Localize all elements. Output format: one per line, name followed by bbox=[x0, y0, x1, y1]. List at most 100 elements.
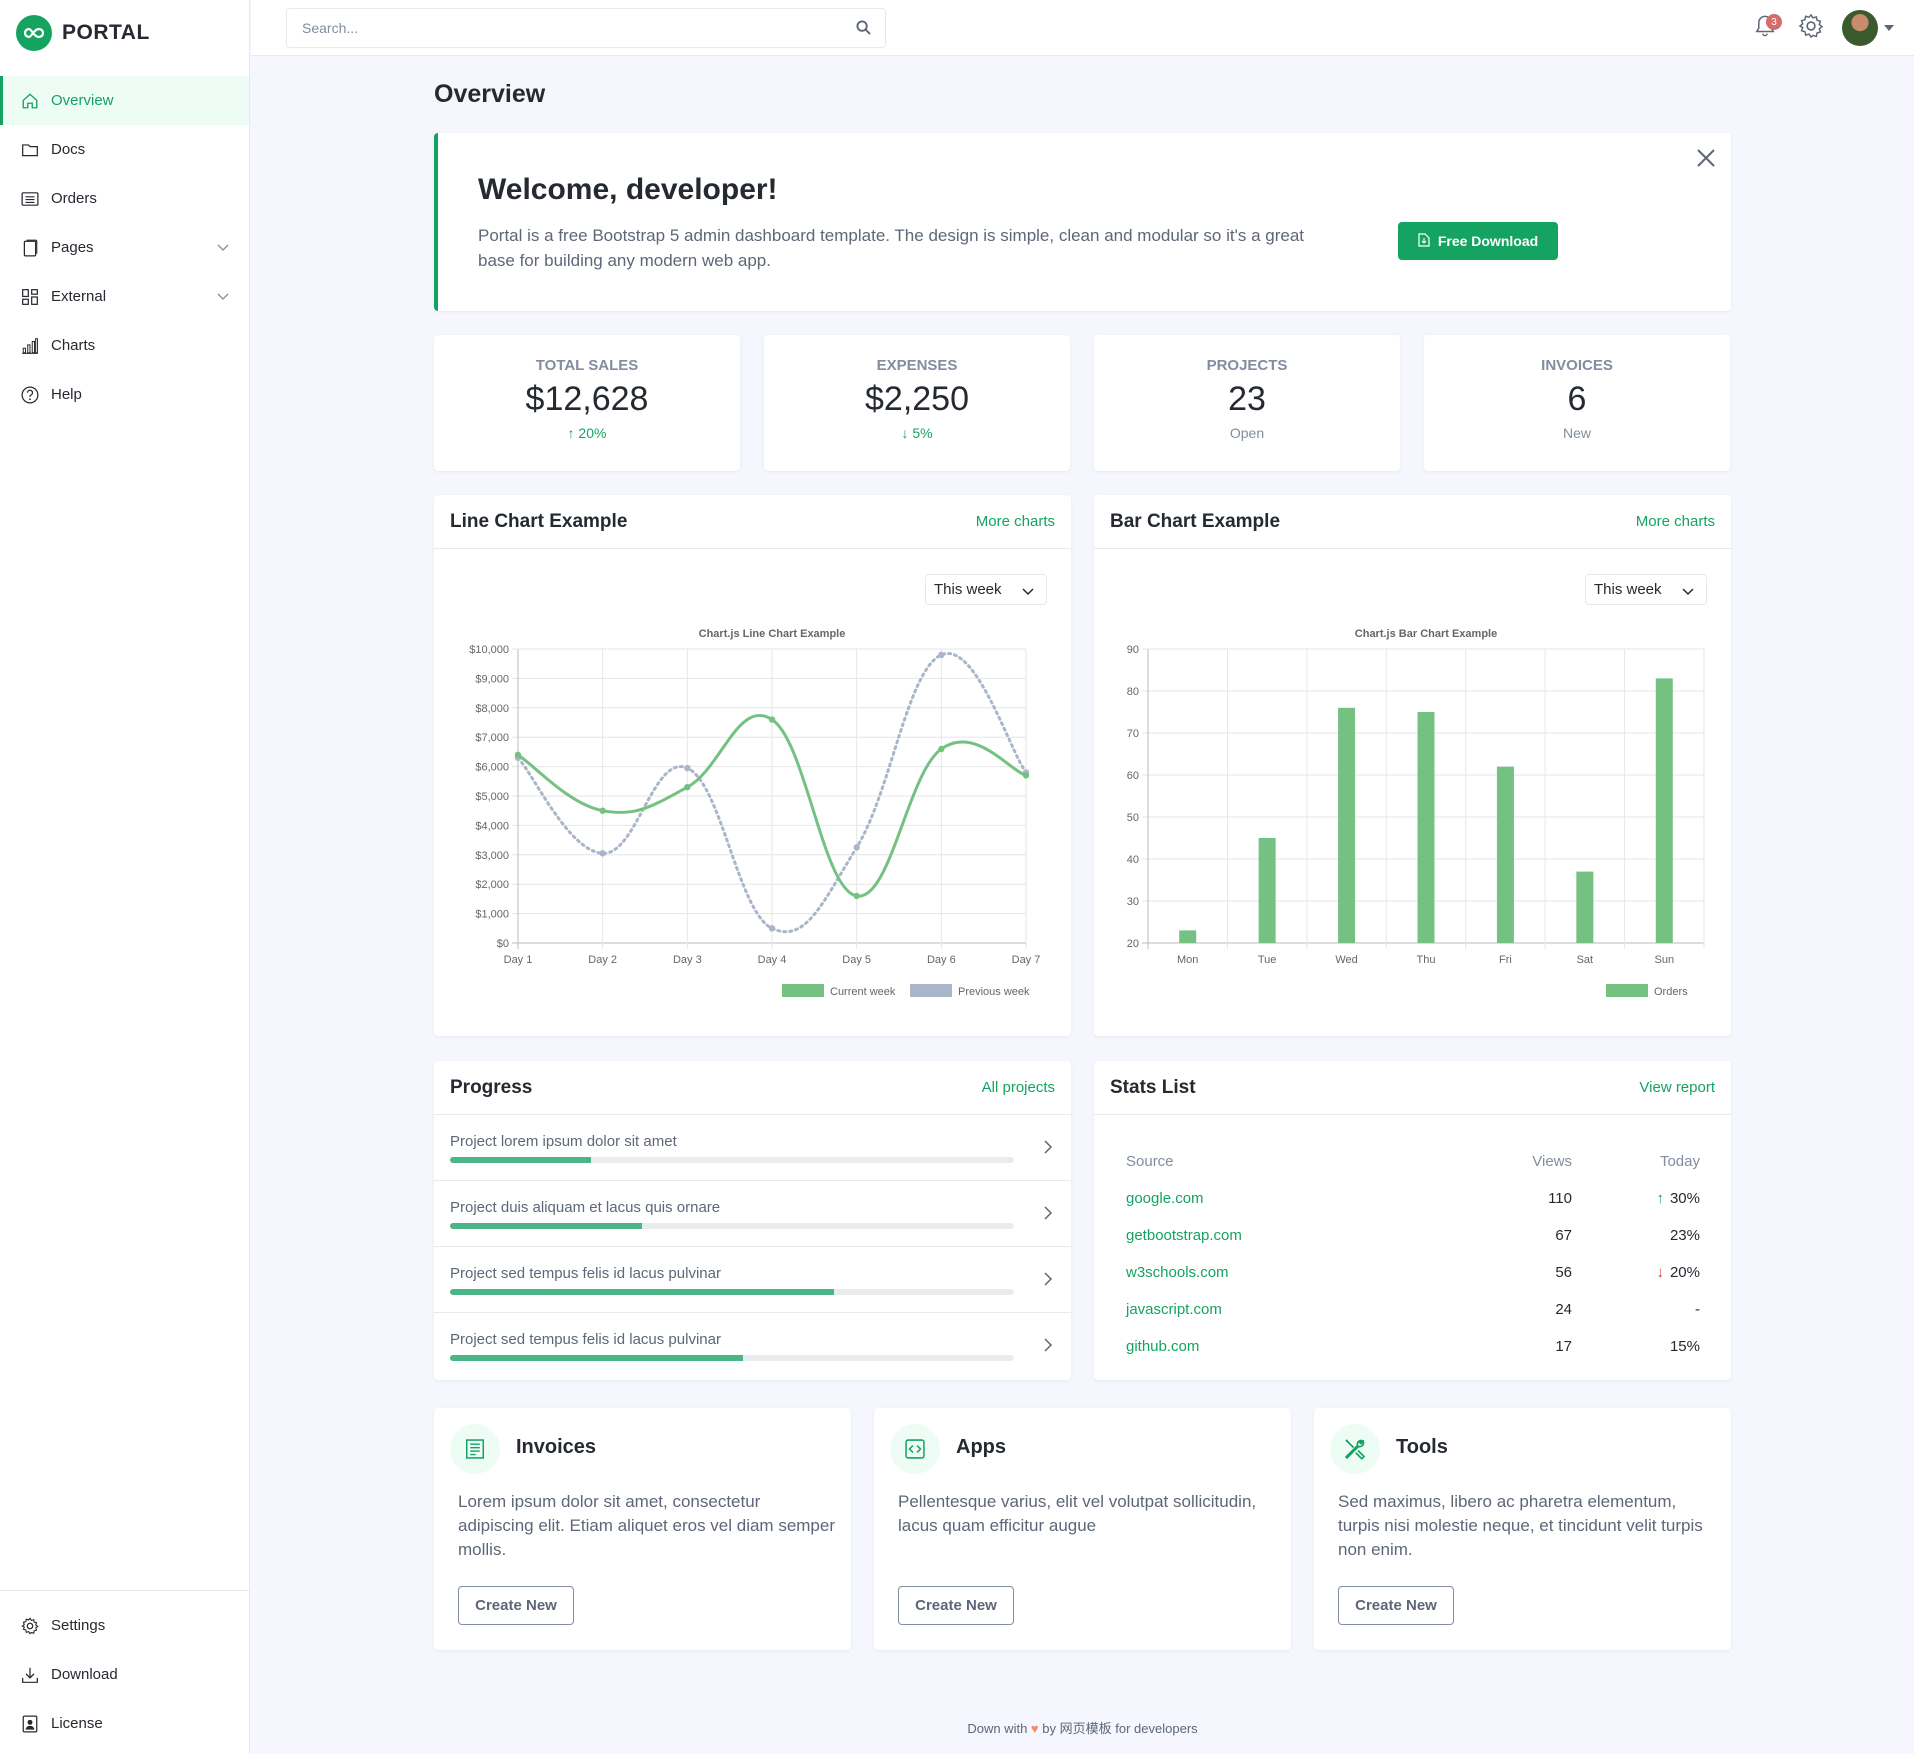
search-input[interactable]: Search... bbox=[286, 8, 886, 48]
progress-item[interactable]: Project duis aliquam et lacus quis ornar… bbox=[434, 1181, 1071, 1247]
stat-sub: Open bbox=[1229, 425, 1265, 441]
list-icon bbox=[20, 189, 40, 209]
today-cell: ↓ 20% bbox=[1572, 1264, 1700, 1281]
create-new-button[interactable]: Create New bbox=[1338, 1586, 1454, 1625]
progress-bar bbox=[450, 1223, 1014, 1229]
today-value: 20% bbox=[1669, 1264, 1700, 1281]
progress-item[interactable]: Project lorem ipsum dolor sit amet bbox=[434, 1115, 1071, 1181]
stat-label: Expenses bbox=[876, 357, 958, 374]
progress-item[interactable]: Project sed tempus felis id lacus pulvin… bbox=[434, 1247, 1071, 1313]
more-charts-link[interactable]: More charts bbox=[975, 513, 1055, 530]
settings-button[interactable] bbox=[1798, 13, 1824, 44]
x-tick-label: Mon bbox=[1177, 954, 1198, 966]
more-charts-link[interactable]: More charts bbox=[1635, 513, 1715, 530]
bar bbox=[1655, 678, 1673, 943]
stat-card-invoices[interactable]: Invoices 6 New bbox=[1424, 335, 1730, 471]
notifications-button[interactable]: 3 bbox=[1750, 10, 1782, 46]
card-title: Stats List bbox=[1110, 1076, 1196, 1098]
card-header: Bar Chart Example More charts bbox=[1094, 495, 1731, 549]
page-title: Overview bbox=[434, 80, 546, 108]
caret-down-icon[interactable] bbox=[1884, 19, 1894, 37]
brand[interactable]: PORTAL bbox=[0, 0, 249, 66]
stat-card-expenses[interactable]: Expenses $2,250 ↓ 5% bbox=[764, 335, 1070, 471]
search-icon[interactable] bbox=[856, 20, 871, 38]
avatar[interactable] bbox=[1842, 10, 1878, 46]
sidebar-item-docs[interactable]: Docs bbox=[0, 125, 249, 174]
view-report-link[interactable]: View report bbox=[1639, 1079, 1715, 1096]
data-point bbox=[938, 651, 945, 659]
stat-value: $12,628 bbox=[525, 380, 649, 418]
stat-value: $2,250 bbox=[865, 380, 969, 418]
create-new-button[interactable]: Create New bbox=[458, 1586, 574, 1625]
chevron-down-icon bbox=[1682, 584, 1694, 601]
footer-prefix: Down with bbox=[967, 1721, 1028, 1736]
source-link[interactable]: github.com bbox=[1126, 1338, 1200, 1355]
table-row: google.com 110 ↑ 30% bbox=[1126, 1180, 1700, 1217]
y-tick-label: $0 bbox=[497, 938, 509, 950]
today-cell: 23% bbox=[1669, 1227, 1700, 1244]
sidebar-footer-nav: Settings Download License bbox=[0, 1590, 249, 1754]
sidebar-item-download[interactable]: Download bbox=[0, 1650, 249, 1699]
sidebar-item-help[interactable]: Help bbox=[0, 370, 249, 419]
data-point bbox=[684, 783, 691, 791]
bar bbox=[1417, 712, 1435, 943]
source-link[interactable]: w3schools.com bbox=[1126, 1264, 1229, 1281]
apps-card: Apps Pellentesque varius, elit vel volut… bbox=[874, 1408, 1291, 1650]
sidebar-nav: Overview Docs Orders Pages External Char… bbox=[0, 76, 249, 419]
file-arrow-icon bbox=[1418, 232, 1430, 250]
download-icon bbox=[20, 1665, 40, 1685]
stat-change: ↓ 5% bbox=[764, 425, 1070, 441]
period-select[interactable]: This week bbox=[1585, 574, 1707, 605]
feature-title: Tools bbox=[1396, 1436, 1448, 1458]
source-link[interactable]: javascript.com bbox=[1126, 1301, 1222, 1318]
all-projects-link[interactable]: All projects bbox=[981, 1079, 1055, 1096]
progress-item[interactable]: Project sed tempus felis id lacus pulvin… bbox=[434, 1313, 1071, 1379]
sidebar-item-external[interactable]: External bbox=[0, 272, 249, 321]
chart-title: Chart.js Bar Chart Example bbox=[1355, 628, 1497, 640]
folder-icon bbox=[20, 140, 40, 160]
sidebar-item-settings[interactable]: Settings bbox=[0, 1601, 249, 1650]
chevron-right-icon bbox=[1043, 1139, 1053, 1160]
bar bbox=[1576, 871, 1594, 943]
chart-title: Chart.js Line Chart Example bbox=[699, 628, 846, 640]
sidebar-item-charts[interactable]: Charts bbox=[0, 321, 249, 370]
sidebar-item-pages[interactable]: Pages bbox=[0, 223, 249, 272]
arrow-down-icon: ↓ bbox=[901, 425, 909, 441]
y-tick-label: $10,000 bbox=[469, 644, 509, 656]
create-new-button[interactable]: Create New bbox=[898, 1586, 1014, 1625]
progress-bar bbox=[450, 1289, 1014, 1295]
sidebar-item-overview[interactable]: Overview bbox=[0, 76, 249, 125]
legend-swatch bbox=[1606, 984, 1648, 997]
sidebar-item-label: Help bbox=[51, 386, 82, 403]
sidebar-item-label: External bbox=[51, 288, 107, 305]
arrow-up-icon: ↑ bbox=[1656, 1190, 1664, 1207]
sidebar-item-orders[interactable]: Orders bbox=[0, 174, 249, 223]
x-tick-label: Day 1 bbox=[504, 954, 533, 966]
y-tick-label: 80 bbox=[1127, 686, 1139, 698]
close-icon[interactable] bbox=[1695, 147, 1717, 169]
x-tick-label: Wed bbox=[1335, 954, 1357, 966]
feature-title: Invoices bbox=[516, 1436, 597, 1458]
progress-label: Project lorem ipsum dolor sit amet bbox=[450, 1133, 677, 1150]
source-link[interactable]: getbootstrap.com bbox=[1126, 1227, 1242, 1244]
tools-card: Tools Sed maximus, libero ac pharetra el… bbox=[1314, 1408, 1731, 1650]
table-row: getbootstrap.com 67 23% bbox=[1126, 1217, 1700, 1254]
sidebar-item-license[interactable]: License bbox=[0, 1699, 249, 1748]
period-select[interactable]: This week bbox=[925, 574, 1047, 605]
welcome-banner: Welcome, developer! Portal is a free Boo… bbox=[434, 133, 1731, 311]
x-tick-label: Day 4 bbox=[758, 954, 787, 966]
bar bbox=[1258, 838, 1276, 943]
footer-suffix: for developers bbox=[1115, 1721, 1198, 1736]
data-point bbox=[853, 892, 860, 900]
progress-fill bbox=[450, 1289, 834, 1295]
free-download-button[interactable]: Free Download bbox=[1398, 222, 1558, 260]
footer-brand-link[interactable]: 网页模板 bbox=[1059, 1721, 1112, 1736]
stat-card-total-sales[interactable]: Total Sales $12,628 ↑ 20% bbox=[434, 335, 740, 471]
gear-icon bbox=[1798, 13, 1824, 43]
gear-icon bbox=[20, 1616, 40, 1636]
legend-swatch bbox=[782, 984, 824, 997]
card-title: Progress bbox=[450, 1076, 533, 1098]
source-link[interactable]: google.com bbox=[1126, 1190, 1204, 1207]
receipt-icon bbox=[450, 1424, 500, 1474]
